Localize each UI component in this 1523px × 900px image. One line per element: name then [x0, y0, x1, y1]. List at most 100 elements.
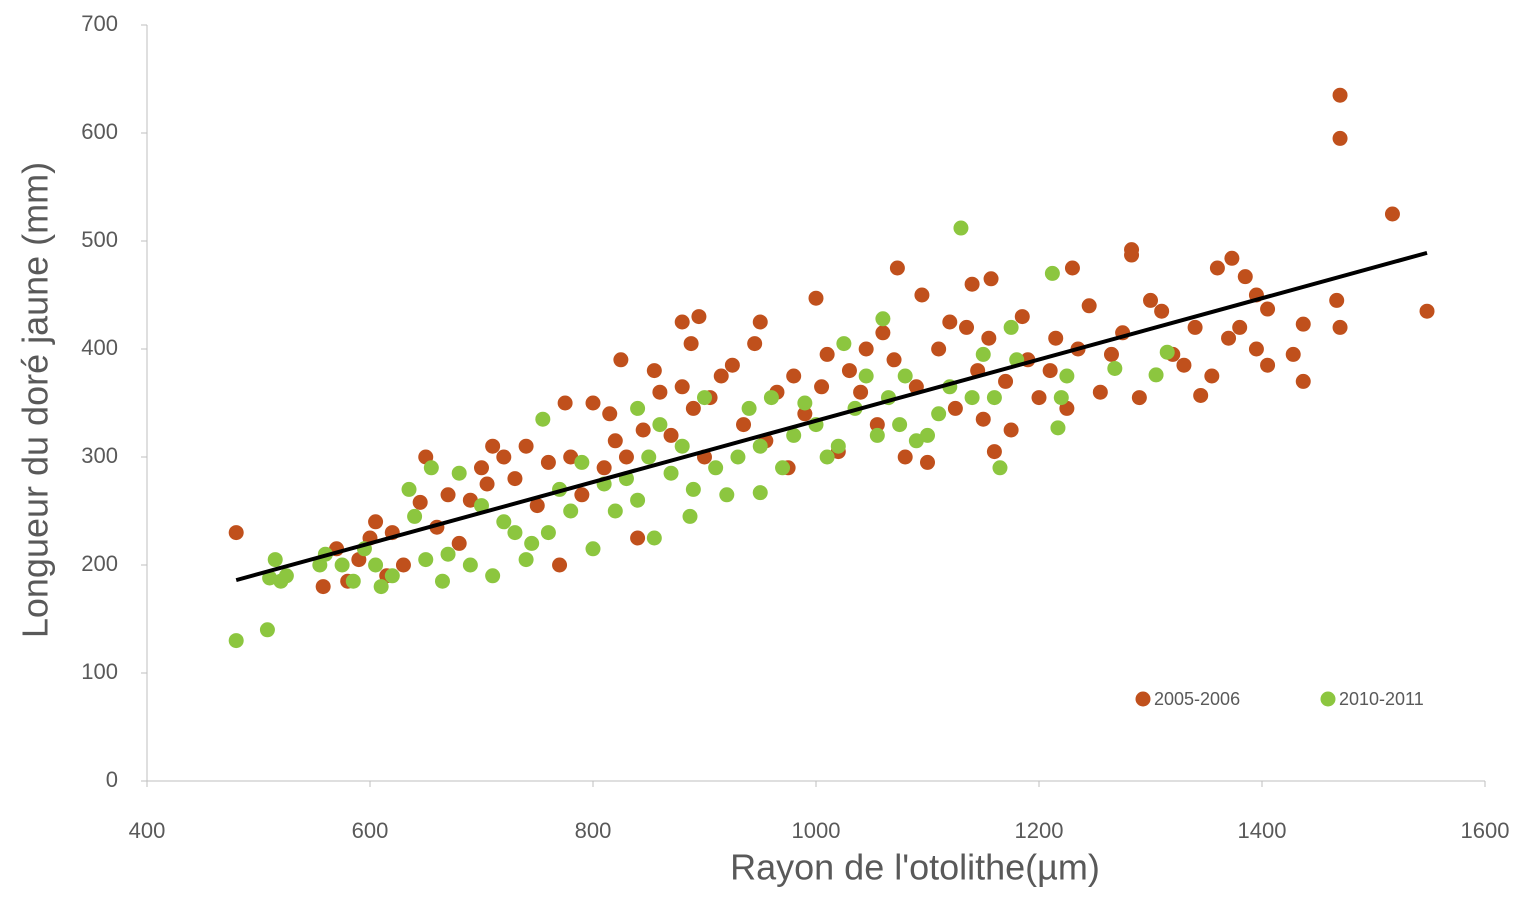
point [574, 454, 590, 470]
point [1014, 309, 1030, 325]
point [986, 390, 1002, 406]
point [708, 460, 724, 476]
point [892, 417, 908, 433]
point [652, 417, 668, 433]
point [1332, 87, 1348, 103]
point [889, 260, 905, 276]
point [630, 400, 646, 416]
point [1003, 422, 1019, 438]
point [897, 449, 913, 465]
point [908, 433, 924, 449]
point [663, 427, 679, 443]
point [1332, 130, 1348, 146]
point [1148, 367, 1164, 383]
point [814, 379, 830, 395]
point [947, 400, 963, 416]
point [713, 368, 729, 384]
point [574, 487, 590, 503]
point [334, 557, 350, 573]
point [368, 514, 384, 530]
y-axis-title: Longueur du doré jaune (mm) [15, 162, 56, 638]
point [423, 460, 439, 476]
point [964, 390, 980, 406]
x-tick-label: 1600 [1461, 818, 1510, 843]
point [942, 314, 958, 330]
point [920, 427, 935, 443]
point [998, 373, 1014, 389]
point [830, 438, 846, 454]
point [368, 557, 384, 573]
point [992, 460, 1008, 476]
point [1107, 360, 1123, 376]
point [451, 465, 467, 481]
point [786, 427, 802, 443]
point [808, 290, 824, 306]
point [618, 449, 634, 465]
point [1204, 368, 1220, 384]
point [1053, 390, 1069, 406]
point [1384, 206, 1400, 222]
point [418, 552, 434, 568]
point [697, 390, 712, 406]
point [524, 535, 540, 551]
point [434, 573, 450, 589]
point [518, 438, 534, 454]
point [1224, 250, 1240, 266]
point [373, 579, 389, 595]
point [724, 357, 740, 373]
point [1131, 390, 1147, 406]
point [836, 336, 852, 352]
point [652, 384, 668, 400]
point [1295, 373, 1311, 389]
point [1159, 344, 1175, 360]
point [474, 460, 489, 476]
point [552, 557, 568, 573]
point [646, 363, 662, 379]
point [747, 336, 763, 352]
point [1221, 330, 1237, 346]
point [1332, 319, 1348, 335]
point [741, 400, 757, 416]
point [1248, 341, 1264, 357]
point [1260, 301, 1276, 317]
point [557, 395, 573, 411]
point [964, 276, 980, 292]
point [451, 535, 467, 551]
point [719, 487, 735, 503]
point [819, 449, 835, 465]
point [607, 433, 623, 449]
x-tick-label: 800 [575, 818, 612, 843]
point [1050, 420, 1066, 436]
point [407, 508, 423, 524]
point [1193, 387, 1209, 403]
point [914, 287, 930, 303]
point [797, 406, 813, 422]
point [1031, 390, 1047, 406]
x-tick-label: 1400 [1238, 818, 1287, 843]
y-tick-label: 400 [81, 335, 118, 360]
point [630, 492, 646, 508]
point [875, 311, 891, 327]
point [259, 622, 275, 638]
point [585, 541, 601, 557]
point [496, 514, 512, 530]
point [875, 325, 891, 341]
point [529, 498, 545, 514]
point [641, 449, 657, 465]
point [897, 368, 913, 384]
point [674, 379, 690, 395]
point [1176, 357, 1192, 373]
point [752, 485, 768, 501]
point [602, 406, 618, 422]
point [674, 438, 690, 454]
point [1237, 269, 1253, 285]
point [228, 633, 244, 649]
point [674, 314, 690, 330]
point [585, 395, 601, 411]
legend-marker [1135, 691, 1151, 707]
legend-label: 2010-2011 [1339, 689, 1424, 709]
point [869, 427, 885, 443]
y-tick-label: 100 [81, 659, 118, 684]
point [596, 460, 612, 476]
